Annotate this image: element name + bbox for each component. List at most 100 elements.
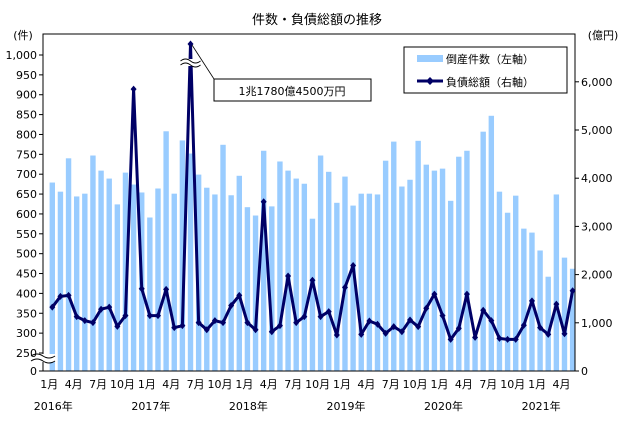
debt-point-44 [407, 316, 414, 324]
legend-box [403, 46, 568, 94]
left-tick-label-7: 550 [16, 228, 37, 241]
x-label-4: 1月 [138, 378, 156, 391]
bar-5 [90, 155, 96, 371]
debt-point-57 [512, 335, 519, 343]
left-tick-label-14: 900 [16, 89, 37, 102]
left-tick-label-3: 350 [16, 307, 37, 320]
bar-37 [350, 205, 356, 371]
debt-point-26 [260, 198, 267, 206]
debt-point-52 [472, 333, 479, 341]
bar-31 [301, 183, 308, 371]
debt-point-49 [447, 335, 454, 343]
x-label-20: 1月 [528, 378, 546, 391]
debt-point-12 [146, 312, 153, 320]
bar-53 [480, 131, 486, 371]
right-tick-label-6: 6,000 [581, 76, 613, 89]
debt-point-28 [276, 322, 283, 330]
bar-54 [488, 115, 495, 372]
bar-30 [293, 178, 299, 371]
left-tick-label-6: 500 [16, 248, 37, 261]
debt-point-64 [569, 287, 576, 295]
debt-point-47 [431, 290, 438, 298]
plot-frame [42, 33, 576, 372]
bar-49 [447, 200, 454, 371]
debt-point-55 [496, 334, 503, 342]
debt-point-9 [122, 312, 129, 320]
line-break-mask [180, 59, 201, 66]
x-label-16: 1月 [431, 378, 449, 391]
x-label-9: 4月 [260, 378, 278, 391]
x-year-label-4: 2017年 [131, 399, 170, 413]
x-year-label-0: 2016年 [34, 399, 73, 413]
debt-point-58 [520, 321, 527, 329]
debt-point-23 [236, 291, 243, 299]
debt-point-36 [341, 283, 348, 291]
annotation: 1兆1780億4500万円 [191, 44, 372, 102]
debt-point-39 [366, 317, 373, 325]
right-tick-label-1: 1,000 [581, 317, 613, 330]
left-tick-label-16: 1,000 [6, 49, 38, 62]
annotation-leader-line [191, 44, 215, 80]
debt-point-27 [268, 328, 275, 336]
bar-10 [130, 184, 137, 371]
x-label-12: 1月 [333, 378, 351, 391]
x-label-11: 10月 [305, 378, 330, 391]
x-label-18: 7月 [479, 378, 497, 391]
bar-26 [260, 150, 267, 371]
debt-point-10 [130, 85, 137, 93]
left-tick-label-9: 650 [16, 188, 37, 201]
debt-point-22 [228, 301, 235, 309]
debt-point-62 [553, 300, 560, 308]
bar-32 [309, 218, 316, 371]
debt-point-4 [81, 317, 88, 325]
right-tick-label-0: 0 [581, 365, 588, 378]
right-tick-label-5: 5,000 [581, 124, 613, 137]
left-tick-label-13: 850 [16, 109, 37, 122]
debt-point-45 [415, 323, 422, 331]
legend-bar-swatch [417, 55, 443, 62]
debt-point-19 [203, 326, 210, 334]
bar-38 [358, 193, 364, 371]
left-tick-label-12: 800 [16, 128, 37, 141]
debt-point-20 [211, 317, 218, 325]
bar-25 [252, 215, 259, 371]
debt-point-41 [382, 329, 389, 337]
debt-point-7 [106, 303, 113, 311]
debt-point-51 [463, 290, 470, 298]
left-tick-label-5: 450 [16, 268, 37, 281]
debt-point-42 [390, 323, 397, 331]
left-tick-label-1: 250 [16, 347, 37, 360]
bar-17 [187, 153, 194, 371]
x-year-label-12: 2019年 [326, 399, 365, 413]
bar-35 [334, 202, 340, 371]
right-tick-label-2: 2,000 [581, 269, 613, 282]
debt-point-40 [374, 320, 381, 328]
debt-point-2 [65, 291, 72, 299]
debt-point-30 [293, 319, 300, 327]
debt-point-61 [545, 330, 552, 338]
x-label-6: 7月 [187, 378, 205, 391]
bar-28 [277, 161, 283, 371]
bar-23 [236, 175, 242, 371]
bar-36 [342, 176, 348, 371]
debt-point-16 [179, 322, 186, 330]
bar-13 [155, 188, 161, 371]
bar-60 [537, 250, 543, 371]
debt-point-14 [163, 285, 170, 293]
left-tick-label-4: 400 [16, 287, 37, 300]
bar-42 [391, 141, 397, 371]
debt-point-8 [114, 322, 121, 330]
debt-point-24 [244, 319, 251, 327]
chart-title: 件数・負債総額の推移 [252, 13, 382, 28]
bar-56 [504, 212, 511, 371]
left-axis-unit: (件) [13, 29, 33, 42]
bar-20 [212, 194, 218, 371]
legend: 倒産件数（左軸） 負債総額（右軸） [403, 46, 568, 94]
debt-point-63 [561, 330, 568, 338]
bar-24 [244, 207, 251, 371]
bar-29 [285, 170, 291, 371]
bar-15 [171, 193, 177, 371]
x-label-10: 7月 [284, 378, 302, 391]
debt-point-31 [301, 313, 308, 321]
annotation-text: 1兆1780億4500万円 [239, 85, 346, 98]
